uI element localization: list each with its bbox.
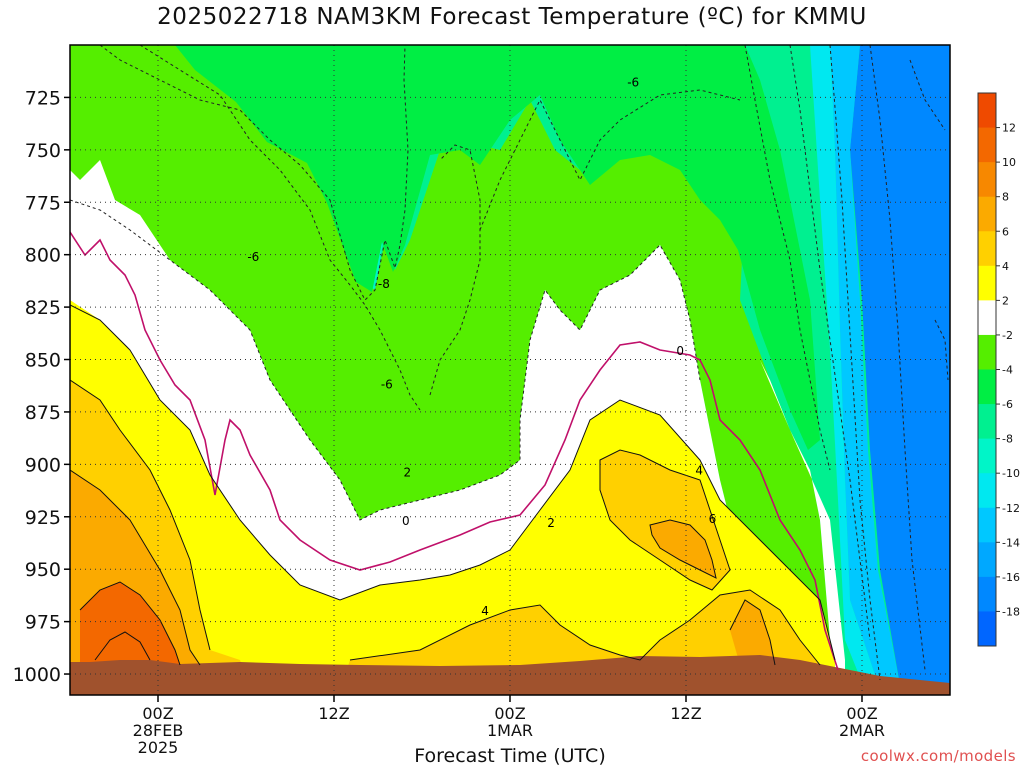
colorbar-swatch-15	[978, 611, 996, 647]
x-tick-label-2-0: 00Z	[494, 704, 525, 723]
colorbar-swatch-12	[978, 507, 996, 543]
x-tick-label-3-0: 12Z	[670, 704, 701, 723]
contour-label-8: 0	[676, 344, 684, 358]
y-tick-label-850: 850	[25, 350, 61, 372]
colorbar-label-0: 12	[1002, 122, 1016, 135]
zone-cold-cyan	[810, 45, 880, 690]
chart-title: 2025022718 NAM3KM Forecast Temperature (…	[157, 4, 867, 30]
colorbar-label-8: -6	[1002, 398, 1013, 411]
colorbar-swatch-7	[978, 334, 996, 370]
colorbar-label-1: 10	[1002, 156, 1016, 169]
y-tick-label-775: 775	[25, 192, 61, 214]
x-tick-label-4-0: 00Z	[846, 704, 877, 723]
contour-line-six-left	[70, 469, 201, 666]
contour-line-neg-dashed-4	[429, 144, 481, 396]
colorbar-label-14: -18	[1002, 605, 1020, 618]
contour-label-9: 4	[695, 464, 703, 478]
colorbar-label-11: -12	[1002, 502, 1020, 515]
colorbar-swatch-14	[978, 576, 996, 612]
zone-darkorange-left	[80, 582, 180, 665]
y-tick-label-825: 825	[25, 297, 61, 319]
contour-line-eight-left	[79, 581, 181, 666]
contour-label-6: 2	[547, 516, 555, 530]
y-tick-label-800: 800	[25, 245, 61, 267]
y-tick-label-875: 875	[25, 402, 61, 424]
contour-line-six-rightlow	[729, 599, 776, 666]
contour-line-ten-left	[94, 631, 151, 661]
y-tick-label-725: 725	[25, 87, 61, 109]
contour-label-4: 2	[404, 466, 412, 480]
colorbar-swatch-5	[978, 265, 996, 301]
zone-green-upper-darker	[100, 45, 820, 450]
x-tick-label-0-1: 28FEB	[133, 721, 184, 740]
x-tick-label-2-1: 1MAR	[487, 721, 533, 740]
colorbar-swatch-4	[978, 231, 996, 267]
contour-line-four-right	[599, 449, 731, 591]
credit-link[interactable]: coolwx.com/models	[860, 747, 1016, 765]
contour-line-neg-dashed-9	[869, 45, 926, 671]
colorbar-swatch-9	[978, 404, 996, 440]
y-tick-label-925: 925	[25, 507, 61, 529]
contour-line-neg-dashed-10	[909, 59, 946, 131]
colorbar-label-2: 8	[1002, 191, 1009, 204]
contour-label-3: -6	[381, 378, 393, 392]
contour-line-neg-dashed-7	[789, 45, 871, 641]
colorbar-swatch-3	[978, 196, 996, 232]
colorbar-swatch-2	[978, 162, 996, 198]
colorbar-swatch-11	[978, 473, 996, 509]
contour-label-7: 4	[481, 604, 489, 618]
x-tick-label-1-0: 12Z	[318, 704, 349, 723]
colorbar-label-6: -2	[1002, 329, 1013, 342]
x-tick-label-0-2: 2025	[138, 738, 179, 757]
contour-line-neg-dashed-5	[479, 89, 741, 231]
colorbar-label-3: 6	[1002, 225, 1009, 238]
contour-label-5: 0	[402, 514, 410, 528]
colorbar-label-10: -10	[1002, 467, 1020, 480]
contour-label-2: -8	[378, 277, 390, 291]
colorbar-label-7: -4	[1002, 364, 1013, 377]
colorbar-label-5: 2	[1002, 294, 1009, 307]
colorbar-swatch-0	[978, 93, 996, 129]
contour-line-four-center	[349, 589, 821, 666]
colorbar-swatch-13	[978, 542, 996, 578]
colorbar-label-4: 4	[1002, 260, 1009, 273]
x-tick-label-4-1: 2MAR	[839, 721, 885, 740]
x-axis-title: Forecast Time (UTC)	[414, 745, 606, 767]
contour-line-four-left	[70, 379, 211, 651]
y-axis: 725 750 775 800 825 850 875 900 925 950 975 1000	[13, 87, 70, 686]
contour-line-neg-dashed-3	[139, 45, 421, 411]
colorbar-label-9: -8	[1002, 433, 1013, 446]
y-tick-label-950: 950	[25, 559, 61, 581]
zone-orange-rightlow	[730, 600, 775, 665]
contour-label-10: 6	[709, 512, 717, 526]
colorbar-swatch-8	[978, 369, 996, 405]
y-tick-label-750: 750	[25, 140, 61, 162]
contour-line-six-right	[649, 519, 717, 579]
contour-line-neg-dashed-1	[99, 45, 409, 301]
zone-yellow	[70, 300, 835, 690]
grid	[70, 45, 950, 695]
contour-label-0: -6	[627, 76, 639, 90]
colorbar-swatch-1	[978, 127, 996, 163]
y-tick-label-1000: 1000	[13, 664, 61, 686]
contour-labels: -6 -6 -8 -6 2 0 2 4 0 4 6	[247, 76, 716, 618]
contour-line-two	[70, 304, 836, 661]
contour-line-neg-dashed-2	[70, 199, 701, 521]
contour-line-neg-dashed-11	[934, 319, 949, 381]
colorbar-swatch-6	[978, 300, 996, 336]
colorbar-label-13: -16	[1002, 571, 1020, 584]
y-tick-label-900: 900	[25, 454, 61, 476]
colorbar: 12 10 8 6 4 2 -2 -4 -6 -8 -10 -12 -14 -16 -18	[977, 92, 1020, 647]
colorbar-label-12: -14	[1002, 536, 1020, 549]
x-tick-label-0-0: 00Z	[142, 704, 173, 723]
contour-label-1: -6	[247, 250, 259, 264]
zone-green-upper	[70, 45, 830, 660]
contour-line-zero-left	[70, 231, 839, 671]
y-tick-label-975: 975	[25, 612, 61, 634]
zone-cold-lightblue	[830, 45, 900, 690]
colorbar-swatch-10	[978, 438, 996, 474]
